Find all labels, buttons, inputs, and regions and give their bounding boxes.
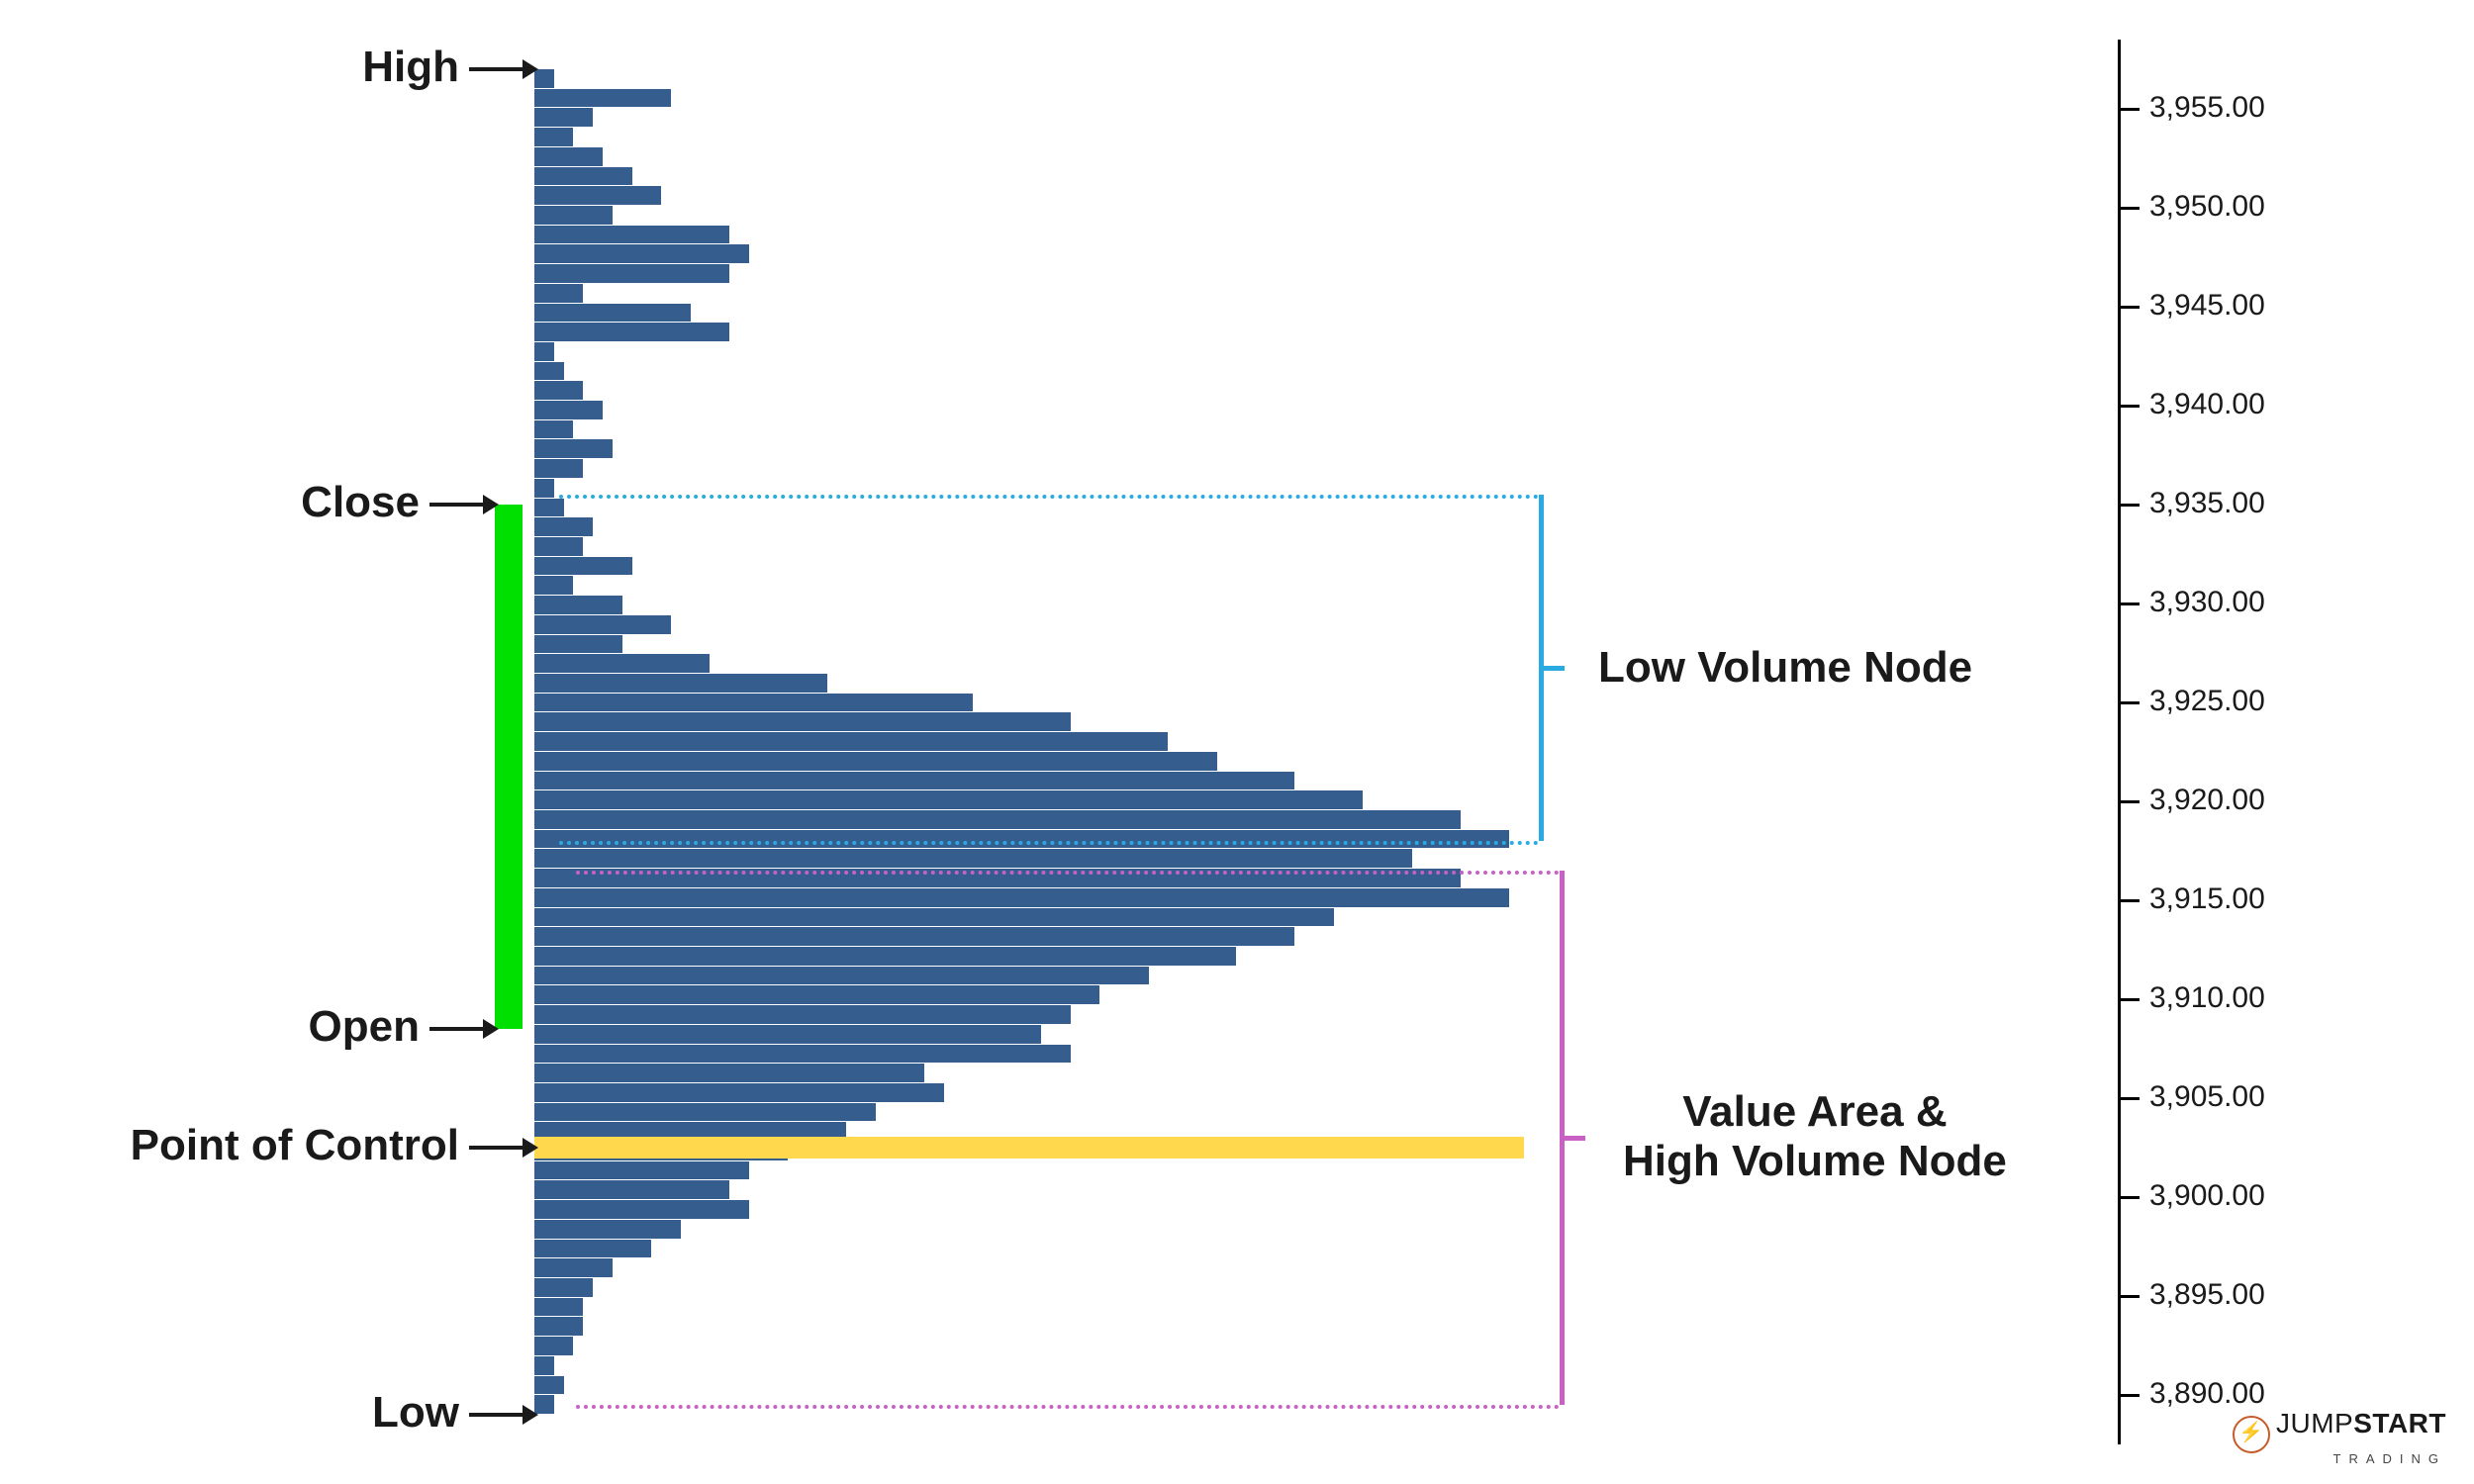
axis-tick-label: 3,935.00: [2149, 487, 2265, 520]
volume-bar: [534, 654, 710, 673]
volume-bar: [534, 1240, 651, 1258]
volume-bar: [534, 128, 573, 146]
logo-subtext: TRADING: [2233, 1451, 2446, 1466]
volume-bar: [534, 1337, 573, 1355]
volume-bar: [534, 888, 1509, 907]
volume-bar: [534, 108, 593, 127]
volume-bar: [534, 967, 1149, 985]
volume-bar: [534, 1025, 1041, 1044]
volume-bar: [534, 576, 573, 595]
volume-bar: [534, 1220, 681, 1239]
volume-bar: [534, 947, 1236, 966]
volume-bar: [534, 1083, 944, 1102]
left-label-low: Low: [372, 1388, 459, 1438]
axis-tick-label: 3,895.00: [2149, 1278, 2265, 1312]
volume-bar: [534, 1161, 749, 1180]
volume-bar: [534, 752, 1217, 771]
volume-bar: [534, 772, 1294, 790]
volume-bar: [534, 362, 564, 381]
volume-bar: [534, 985, 1099, 1004]
axis-tick-label: 3,950.00: [2149, 190, 2265, 224]
volume-bar: [534, 694, 973, 712]
volume-bar: [534, 167, 632, 186]
volume-bar: [534, 635, 622, 654]
volume-bar: [534, 323, 729, 341]
volume-bar: [534, 1180, 729, 1199]
volume-bar: [534, 147, 603, 166]
volume-bar: [534, 927, 1294, 946]
left-label-high: High: [362, 43, 459, 92]
volume-bar: [534, 499, 564, 517]
volume-bar: [534, 537, 583, 556]
axis-tick-label: 3,955.00: [2149, 91, 2265, 125]
axis-tick-label: 3,930.00: [2149, 586, 2265, 619]
volume-bar: [534, 732, 1168, 751]
volume-bar: [534, 401, 603, 419]
volume-bar: [534, 810, 1461, 829]
volume-bar: [534, 1045, 1071, 1064]
volume-bar: [534, 304, 691, 323]
point-of-control-bar: [534, 1137, 1524, 1159]
volume-bar: [534, 1356, 554, 1375]
volume-bar: [534, 1064, 924, 1082]
volume-bar: [534, 615, 671, 634]
volume-bar: [534, 1278, 593, 1297]
volume-bar: [534, 596, 622, 614]
volume-bar: [534, 1258, 613, 1277]
volume-bar: [534, 264, 729, 283]
volume-bar: [534, 226, 729, 244]
volume-bar: [534, 186, 661, 205]
axis-tick-label: 3,925.00: [2149, 685, 2265, 718]
volume-bar: [534, 342, 554, 361]
volume-bar: [534, 1200, 749, 1219]
volume-bar: [534, 381, 583, 400]
left-label-open: Open: [309, 1002, 420, 1052]
axis-tick-label: 3,915.00: [2149, 882, 2265, 916]
volume-bar: [534, 908, 1334, 927]
volume-bar: [534, 1005, 1071, 1024]
axis-tick-label: 3,945.00: [2149, 289, 2265, 323]
volume-bar: [534, 712, 1071, 731]
volume-bar: [534, 244, 749, 263]
volume-bar: [534, 439, 613, 458]
volume-bar: [534, 1103, 876, 1122]
bolt-icon: ⚡: [2233, 1416, 2270, 1453]
axis-tick-label: 3,940.00: [2149, 388, 2265, 421]
volume-bar: [534, 790, 1363, 809]
volume-bar: [534, 284, 583, 303]
logo-text-2: START: [2353, 1408, 2446, 1438]
volume-bar: [534, 830, 1509, 849]
left-label-close: Close: [301, 478, 420, 527]
axis-tick-label: 3,910.00: [2149, 981, 2265, 1015]
volume-bar: [534, 89, 671, 108]
volume-bar: [534, 674, 827, 693]
volume-bar: [534, 1317, 583, 1336]
volume-bar: [534, 420, 573, 439]
axis-tick-label: 3,900.00: [2149, 1179, 2265, 1213]
axis-tick-label: 3,890.00: [2149, 1377, 2265, 1411]
brand-logo: ⚡JUMPSTART TRADING: [2233, 1408, 2446, 1466]
volume-bar: [534, 1298, 583, 1317]
volume-bar: [534, 206, 613, 225]
volume-bar: [534, 479, 554, 498]
volume-bar: [534, 459, 583, 478]
left-label-poc: Point of Control: [131, 1121, 459, 1170]
volume-bar: [534, 1376, 564, 1395]
logo-text-1: JUMP: [2276, 1408, 2353, 1438]
candle-body: [495, 505, 523, 1029]
volume-bar: [534, 517, 593, 536]
axis-tick-label: 3,905.00: [2149, 1080, 2265, 1114]
axis-tick-label: 3,920.00: [2149, 784, 2265, 817]
volume-bar: [534, 849, 1412, 868]
volume-bar: [534, 557, 632, 576]
